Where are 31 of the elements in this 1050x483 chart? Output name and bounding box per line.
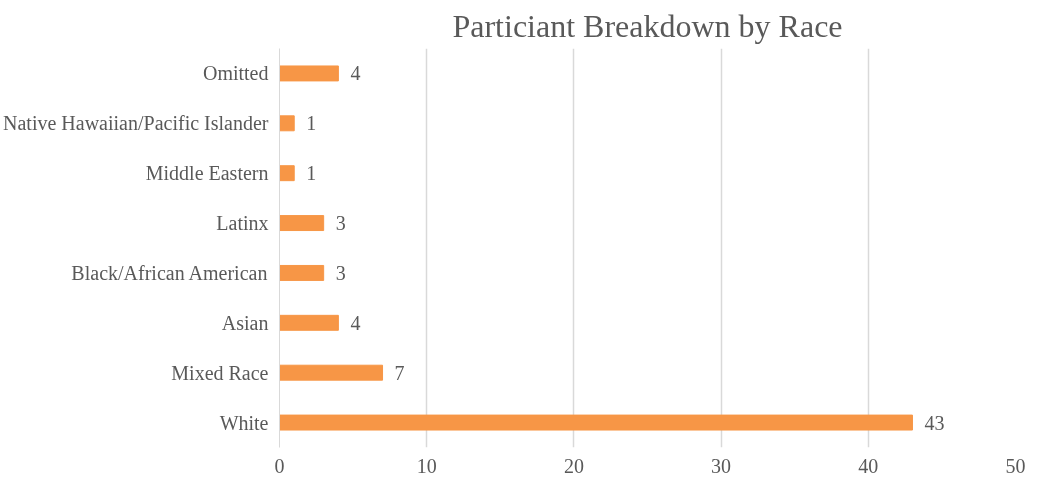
bar (279, 364, 384, 381)
chart-title: Particiant Breakdown by Race (452, 7, 843, 44)
bar (279, 414, 913, 431)
x-tick-label: 50 (1005, 454, 1026, 477)
x-tick-label: 20 (563, 454, 584, 477)
bar (279, 314, 339, 331)
y-tick-label: Native Hawaiian/Pacific Islander (3, 112, 269, 135)
bar (279, 65, 339, 82)
data-label: 43 (924, 411, 945, 434)
x-tick-label: 40 (858, 454, 879, 477)
data-label: 4 (350, 311, 361, 334)
y-tick-label: Omitted (202, 62, 269, 85)
y-tick-label: Latinx (216, 212, 269, 235)
bar (279, 115, 295, 132)
bar (279, 165, 295, 182)
y-tick-label: White (219, 411, 269, 434)
data-label: 3 (335, 212, 346, 235)
y-tick-label: Black/African American (71, 261, 268, 284)
y-tick-label: Mixed Race (171, 361, 269, 384)
data-label: 7 (394, 361, 405, 384)
x-tick-label: 0 (274, 454, 285, 477)
data-label: 1 (306, 162, 317, 185)
data-label: 4 (350, 62, 361, 85)
data-label: 3 (335, 261, 346, 284)
bar (279, 215, 325, 232)
y-tick-label: Middle Eastern (145, 162, 269, 185)
x-tick-label: 10 (416, 454, 437, 477)
x-tick-label: 30 (711, 454, 732, 477)
data-label: 1 (306, 112, 317, 135)
bar (279, 264, 325, 281)
y-tick-label: Asian (221, 311, 269, 334)
